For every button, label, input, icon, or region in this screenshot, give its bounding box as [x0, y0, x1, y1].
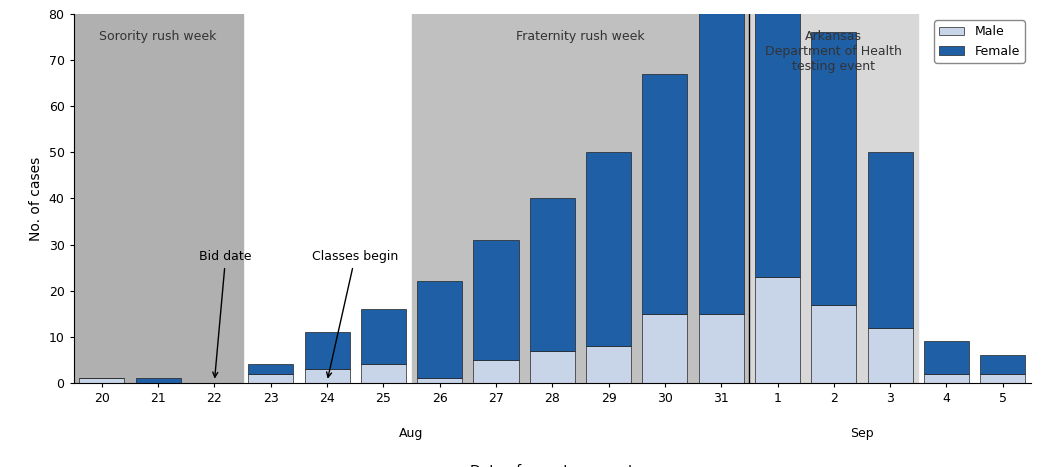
Bar — [136, 378, 181, 383]
Bar — [924, 341, 969, 374]
Bar — [473, 360, 519, 383]
Bar — [699, 314, 744, 383]
Bar — [530, 351, 574, 383]
Legend: Male, Female: Male, Female — [934, 20, 1025, 63]
Bar — [980, 374, 1026, 383]
Text: Aug: Aug — [400, 427, 424, 440]
Bar — [411, 14, 749, 383]
Text: Sep: Sep — [850, 427, 874, 440]
Bar — [586, 346, 631, 383]
Bar — [980, 355, 1026, 374]
Bar — [811, 304, 856, 383]
Bar — [755, 0, 801, 277]
Text: Date of symptom onset: Date of symptom onset — [470, 464, 634, 467]
Bar — [418, 378, 462, 383]
Text: Sorority rush week: Sorority rush week — [100, 30, 217, 43]
Bar — [749, 14, 918, 383]
Bar — [643, 314, 687, 383]
Bar — [924, 374, 969, 383]
Bar — [361, 365, 406, 383]
Bar — [74, 14, 243, 383]
Bar — [586, 152, 631, 346]
Bar — [473, 240, 519, 360]
Bar — [699, 0, 744, 314]
Bar — [304, 332, 349, 369]
Bar — [79, 378, 124, 383]
Bar — [361, 309, 406, 365]
Bar — [248, 364, 294, 374]
Y-axis label: No. of cases: No. of cases — [29, 156, 43, 241]
Text: Classes begin: Classes begin — [312, 250, 399, 377]
Bar — [811, 32, 856, 304]
Bar — [868, 152, 913, 328]
Bar — [304, 369, 349, 383]
Bar — [868, 328, 913, 383]
Text: Fraternity rush week: Fraternity rush week — [517, 30, 645, 43]
Bar — [643, 74, 687, 314]
Text: Arkansas
Department of Health
testing event: Arkansas Department of Health testing ev… — [766, 30, 903, 73]
Bar — [418, 282, 462, 378]
Bar — [248, 374, 294, 383]
Bar — [755, 277, 801, 383]
Text: Bid date: Bid date — [200, 250, 251, 377]
Bar — [530, 198, 574, 351]
